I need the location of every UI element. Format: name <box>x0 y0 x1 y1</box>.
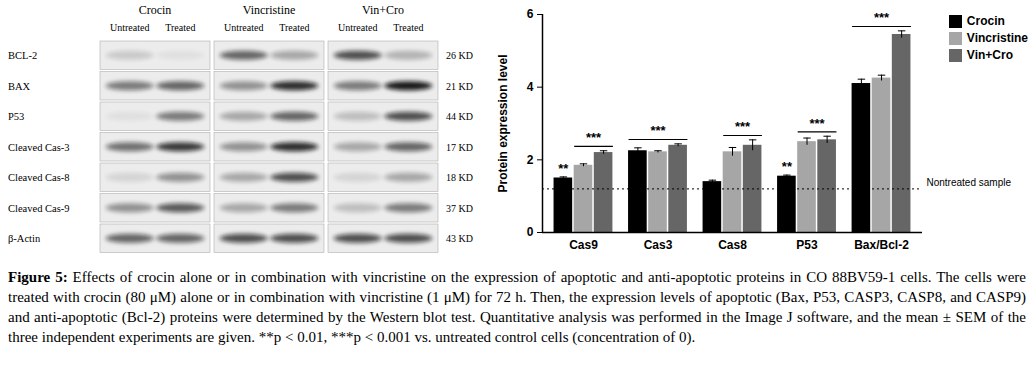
svg-text:**: ** <box>782 159 793 174</box>
svg-text:Treated: Treated <box>165 22 195 33</box>
svg-text:P53: P53 <box>8 111 24 122</box>
svg-text:18 KD: 18 KD <box>446 172 473 183</box>
svg-text:Cas3: Cas3 <box>644 238 673 252</box>
svg-text:Protein expression level: Protein expression level <box>496 54 510 192</box>
svg-text:6: 6 <box>527 7 534 21</box>
svg-text:β-Actin: β-Actin <box>8 233 41 244</box>
html-text:Figure 5: Effects of crocin al: Figure 5: Effects of crocin alone or in … <box>8 269 1026 345</box>
svg-text:0: 0 <box>527 225 534 239</box>
html-text:Vincristine: Vincristine <box>966 31 1028 45</box>
svg-text:Bax/Bcl-2: Bax/Bcl-2 <box>854 238 909 252</box>
svg-text:17 KD: 17 KD <box>446 142 473 153</box>
svg-text:***: *** <box>874 10 890 25</box>
svg-text:26 KD: 26 KD <box>446 50 473 61</box>
svg-text:Treated: Treated <box>393 22 423 33</box>
svg-text:4: 4 <box>527 80 534 94</box>
svg-text:Crocin: Crocin <box>139 3 172 17</box>
svg-text:Nontreated sample: Nontreated sample <box>927 177 1012 188</box>
svg-text:***: *** <box>809 116 825 131</box>
svg-text:***: *** <box>650 123 666 138</box>
svg-text:44 KD: 44 KD <box>446 111 473 122</box>
svg-text:Cleaved Cas-8: Cleaved Cas-8 <box>8 172 70 183</box>
html-text:Vin+Cro: Vin+Cro <box>966 48 1013 62</box>
svg-text:Cleaved Cas-3: Cleaved Cas-3 <box>8 142 70 153</box>
svg-text:Vincristine: Vincristine <box>243 3 296 17</box>
svg-text:BCL-2: BCL-2 <box>8 50 37 61</box>
svg-text:Cas9: Cas9 <box>569 238 598 252</box>
svg-text:**: ** <box>558 161 569 176</box>
svg-text:43 KD: 43 KD <box>446 233 473 244</box>
svg-text:Untreated: Untreated <box>224 22 263 33</box>
svg-text:Cleaved Cas-9: Cleaved Cas-9 <box>8 203 70 214</box>
svg-text:P53: P53 <box>796 238 818 252</box>
svg-text:Vin+Cro: Vin+Cro <box>362 3 404 17</box>
svg-text:37 KD: 37 KD <box>446 203 473 214</box>
svg-text:2: 2 <box>527 153 534 167</box>
svg-text:***: *** <box>735 119 751 134</box>
svg-text:***: *** <box>586 130 602 145</box>
svg-text:BAX: BAX <box>8 81 31 92</box>
html-text:Crocin: Crocin <box>966 14 1005 28</box>
svg-text:Untreated: Untreated <box>110 22 149 33</box>
svg-text:Treated: Treated <box>279 22 309 33</box>
svg-text:21 KD: 21 KD <box>446 81 473 92</box>
svg-text:Untreated: Untreated <box>338 22 377 33</box>
svg-text:Cas8: Cas8 <box>718 238 747 252</box>
